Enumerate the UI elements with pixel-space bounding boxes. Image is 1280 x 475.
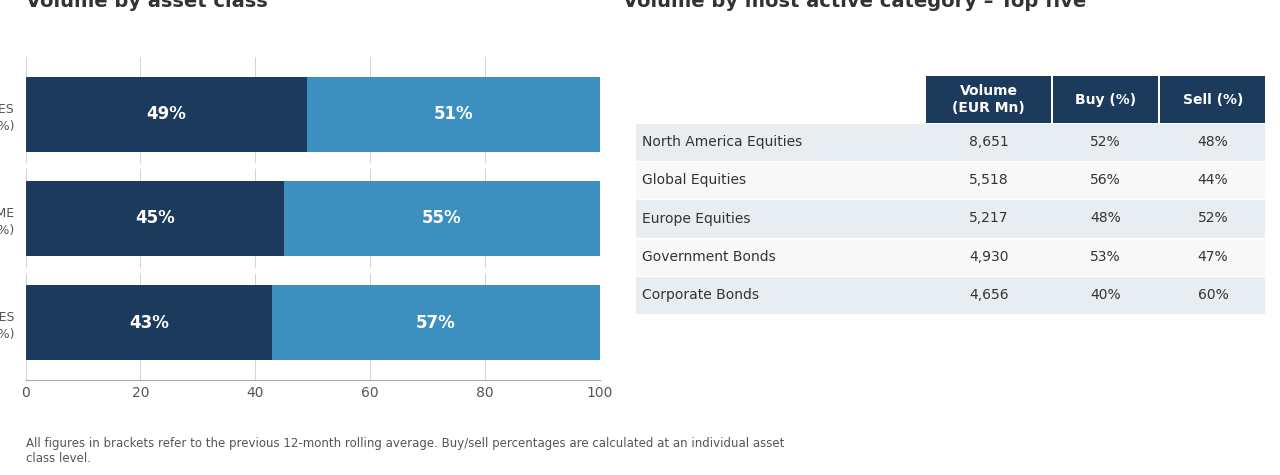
Bar xyxy=(26,77,307,152)
Text: 52%: 52% xyxy=(1198,211,1229,226)
Text: Volume by most active category – Top five: Volume by most active category – Top fiv… xyxy=(623,0,1087,11)
Text: Global Equities: Global Equities xyxy=(643,173,746,187)
Text: 47%: 47% xyxy=(1198,250,1229,264)
Text: 60%: 60% xyxy=(1198,288,1229,302)
Text: 4,930: 4,930 xyxy=(969,250,1009,264)
Text: 56%: 56% xyxy=(1091,173,1121,187)
Text: 40%: 40% xyxy=(1091,288,1121,302)
Text: Buy (%): Buy (%) xyxy=(1075,93,1137,107)
Text: Volume
(EUR Mn): Volume (EUR Mn) xyxy=(952,84,1025,115)
Bar xyxy=(636,162,1266,200)
Text: 43%: 43% xyxy=(129,314,169,332)
Text: 5,518: 5,518 xyxy=(969,173,1009,187)
Text: 57%: 57% xyxy=(416,314,456,332)
Text: 52%: 52% xyxy=(1091,135,1121,149)
Text: 49%: 49% xyxy=(146,105,186,124)
Text: 44%: 44% xyxy=(1198,173,1229,187)
Bar xyxy=(273,285,599,360)
Text: 8,651: 8,651 xyxy=(969,135,1009,149)
Bar xyxy=(636,124,1266,162)
Text: 53%: 53% xyxy=(1091,250,1121,264)
Bar xyxy=(284,181,599,256)
Bar xyxy=(927,76,1051,123)
Bar xyxy=(26,181,284,256)
Text: 48%: 48% xyxy=(1091,211,1121,226)
Bar xyxy=(636,200,1266,238)
Bar xyxy=(307,77,599,152)
Bar xyxy=(636,276,1266,314)
Text: 55%: 55% xyxy=(422,209,462,228)
Text: Europe Equities: Europe Equities xyxy=(643,211,750,226)
Text: 4,656: 4,656 xyxy=(969,288,1009,302)
Bar xyxy=(636,238,1266,276)
Text: Government Bonds: Government Bonds xyxy=(643,250,776,264)
Text: 51%: 51% xyxy=(434,105,474,124)
Text: 48%: 48% xyxy=(1198,135,1229,149)
Text: North America Equities: North America Equities xyxy=(643,135,803,149)
Text: Sell (%): Sell (%) xyxy=(1183,93,1243,107)
Text: 5,217: 5,217 xyxy=(969,211,1009,226)
Bar xyxy=(1160,76,1266,123)
Bar xyxy=(1052,76,1158,123)
Text: 45%: 45% xyxy=(134,209,174,228)
Text: Volume by asset class: Volume by asset class xyxy=(26,0,268,11)
Text: All figures in brackets refer to the previous 12-month rolling average. Buy/sell: All figures in brackets refer to the pre… xyxy=(26,437,783,466)
Bar xyxy=(26,285,273,360)
Text: Corporate Bonds: Corporate Bonds xyxy=(643,288,759,302)
